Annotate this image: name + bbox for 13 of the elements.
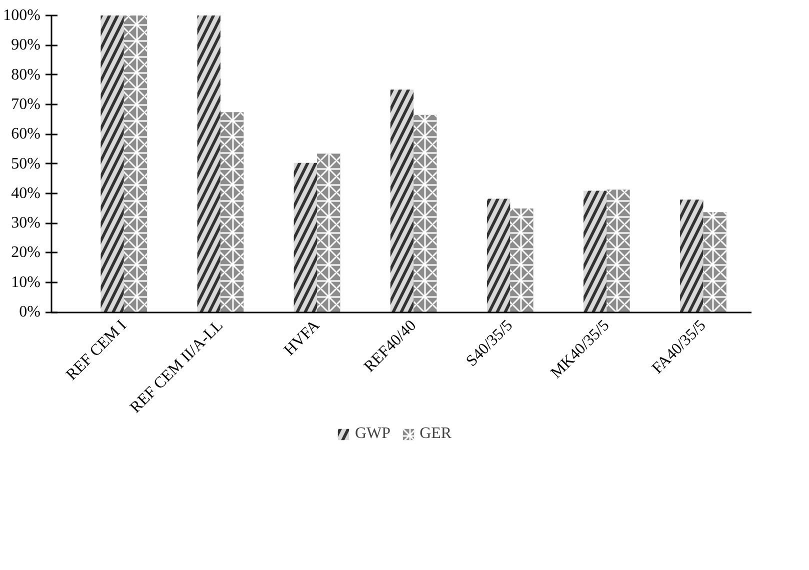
y-tick-label: 10% <box>11 274 40 291</box>
y-tick-label: 30% <box>11 214 40 232</box>
y-tick-label: 50% <box>11 155 40 172</box>
y-tick-label: 100% <box>3 7 40 24</box>
legend-label: GWP <box>355 425 391 443</box>
y-tick-label: 40% <box>11 184 40 202</box>
legend-label: GER <box>420 425 452 443</box>
y-tick-label: 0% <box>19 304 40 321</box>
y-tick-label: 60% <box>11 126 40 143</box>
y-tick-label: 80% <box>11 66 40 84</box>
y-tick-label: 90% <box>11 36 40 54</box>
y-tick-label: 70% <box>11 96 40 113</box>
y-tick-label: 20% <box>11 244 40 262</box>
